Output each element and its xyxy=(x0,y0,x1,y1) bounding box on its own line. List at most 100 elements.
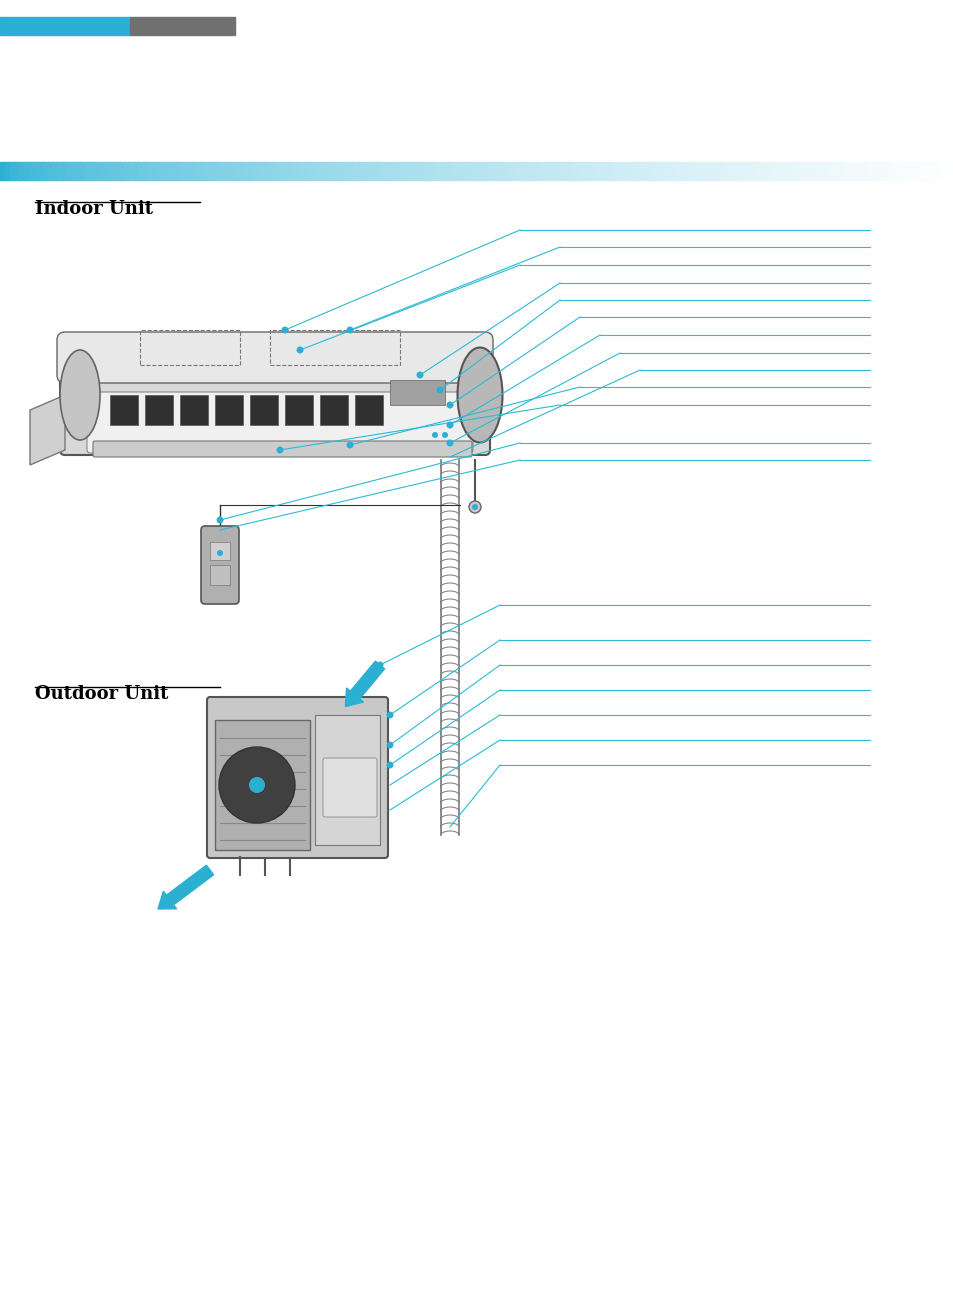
Bar xyxy=(743,162,749,180)
Bar xyxy=(562,162,568,180)
Bar xyxy=(572,162,578,180)
Bar xyxy=(586,162,592,180)
Bar xyxy=(140,330,240,365)
Bar xyxy=(100,162,106,180)
Bar xyxy=(324,162,330,180)
Bar xyxy=(110,162,115,180)
Bar xyxy=(81,162,87,180)
Bar xyxy=(124,162,130,180)
Bar xyxy=(200,162,206,180)
Bar xyxy=(219,162,225,180)
Bar xyxy=(901,162,906,180)
Bar xyxy=(724,162,730,180)
Bar xyxy=(548,162,554,180)
Bar xyxy=(810,162,816,180)
Bar xyxy=(824,162,830,180)
Bar xyxy=(295,162,301,180)
Bar xyxy=(472,162,477,180)
Circle shape xyxy=(386,711,393,719)
Bar xyxy=(38,162,44,180)
Bar xyxy=(924,162,930,180)
Bar xyxy=(415,162,420,180)
Bar xyxy=(677,162,682,180)
Bar xyxy=(781,162,787,180)
Bar xyxy=(920,162,925,180)
Bar xyxy=(262,162,268,180)
Bar xyxy=(500,162,506,180)
Bar xyxy=(214,162,220,180)
Bar xyxy=(739,162,744,180)
Bar xyxy=(786,162,792,180)
Bar xyxy=(355,395,382,425)
Bar xyxy=(300,162,306,180)
Bar xyxy=(777,162,782,180)
Bar xyxy=(767,162,773,180)
Bar xyxy=(0,162,6,180)
Bar xyxy=(176,162,182,180)
Bar xyxy=(76,162,82,180)
Bar xyxy=(753,162,759,180)
Bar xyxy=(610,162,616,180)
Bar xyxy=(434,162,439,180)
Circle shape xyxy=(216,549,223,556)
Circle shape xyxy=(276,446,283,454)
Bar xyxy=(57,162,63,180)
Bar xyxy=(286,162,292,180)
Bar xyxy=(443,162,449,180)
Bar xyxy=(391,162,396,180)
Bar xyxy=(71,162,77,180)
Bar xyxy=(362,162,368,180)
FancyBboxPatch shape xyxy=(57,331,493,382)
Bar xyxy=(186,162,192,180)
Bar xyxy=(343,162,349,180)
Bar xyxy=(486,162,492,180)
Bar xyxy=(515,162,520,180)
Bar xyxy=(43,162,49,180)
Bar xyxy=(829,162,835,180)
Bar xyxy=(224,162,230,180)
Bar xyxy=(505,162,511,180)
Bar xyxy=(5,162,10,180)
Bar xyxy=(553,162,558,180)
Bar xyxy=(424,162,430,180)
Bar xyxy=(934,162,940,180)
Bar xyxy=(233,162,239,180)
Bar xyxy=(270,330,399,365)
Bar xyxy=(734,162,740,180)
Bar xyxy=(567,162,573,180)
Bar xyxy=(619,162,625,180)
Bar xyxy=(310,162,315,180)
Bar xyxy=(681,162,687,180)
Bar xyxy=(457,162,463,180)
FancyArrow shape xyxy=(345,662,384,706)
Bar xyxy=(529,162,535,180)
Circle shape xyxy=(446,440,453,446)
Bar xyxy=(334,162,339,180)
Bar xyxy=(929,162,935,180)
Bar xyxy=(915,162,921,180)
Bar xyxy=(62,162,68,180)
Bar xyxy=(105,162,111,180)
Circle shape xyxy=(281,326,288,334)
Bar xyxy=(801,162,806,180)
Bar xyxy=(157,162,163,180)
Bar xyxy=(877,162,882,180)
Bar xyxy=(820,162,825,180)
Bar xyxy=(662,162,668,180)
Bar xyxy=(581,162,587,180)
Bar xyxy=(481,162,487,180)
Bar xyxy=(353,162,358,180)
Bar xyxy=(291,162,296,180)
Bar xyxy=(672,162,678,180)
Bar xyxy=(367,162,373,180)
Bar xyxy=(772,162,778,180)
Bar xyxy=(357,162,363,180)
Bar xyxy=(843,162,849,180)
FancyBboxPatch shape xyxy=(92,441,472,457)
Circle shape xyxy=(436,386,443,394)
Bar xyxy=(272,162,277,180)
Bar xyxy=(862,162,868,180)
Bar xyxy=(410,162,416,180)
Bar xyxy=(405,162,411,180)
Bar xyxy=(758,162,763,180)
